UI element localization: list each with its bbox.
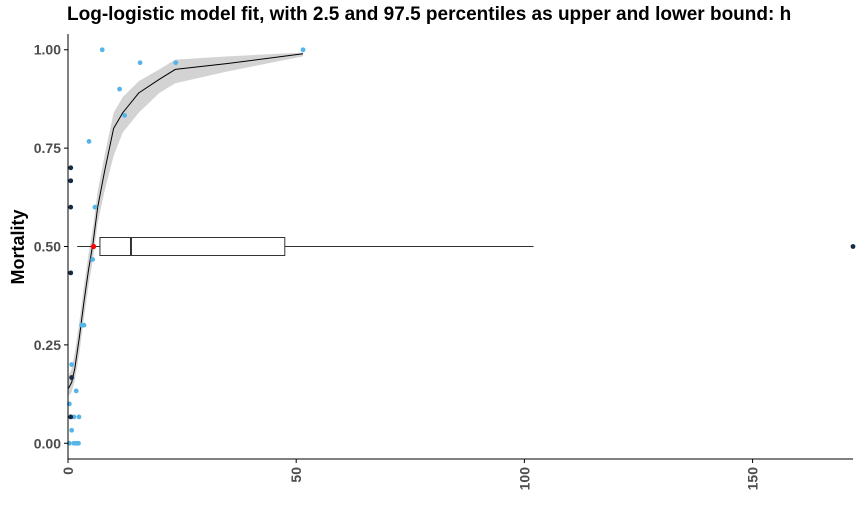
- boxplot-layer: [77, 237, 534, 256]
- data-point-dark: [68, 165, 74, 171]
- ribbon-layer: [68, 52, 303, 396]
- data-point-light: [76, 414, 82, 420]
- x-tick-label: 0: [60, 467, 76, 475]
- data-point-light: [173, 60, 179, 66]
- data-point-light: [69, 427, 75, 433]
- chart-title: Log-logistic model fit, with 2.5 and 97.…: [67, 4, 792, 25]
- data-point-light: [117, 86, 122, 92]
- data-point-light: [92, 204, 98, 210]
- confidence-ribbon: [68, 52, 303, 396]
- y-tick-label: 1.00: [34, 42, 61, 58]
- y-tick-label: 0.75: [34, 140, 61, 156]
- points-layer: [66, 47, 856, 446]
- x-tick-label: 50: [288, 467, 304, 483]
- data-point-light: [76, 440, 81, 446]
- data-point-dark: [68, 204, 74, 210]
- data-point-dark: [68, 270, 74, 276]
- ec50-point: [90, 243, 97, 250]
- data-point-light: [73, 388, 79, 394]
- fit-line-layer: [68, 53, 304, 389]
- y-axis-title: Mortality: [8, 209, 28, 284]
- data-point-light: [81, 322, 87, 328]
- data-point-light: [137, 60, 143, 66]
- data-point-dark: [850, 244, 856, 249]
- x-tick-label: 150: [745, 467, 761, 491]
- boxplot-box: [99, 237, 286, 256]
- y-tick-label: 0.00: [34, 435, 61, 451]
- data-point-light: [90, 257, 96, 262]
- data-point-dark: [68, 414, 74, 420]
- data-point-light: [86, 139, 92, 144]
- data-point-dark: [69, 375, 75, 380]
- axes-layer: 0.00 0.25 0.50 0.75 1.00 0 50 100 150: [34, 34, 853, 490]
- data-point-light: [99, 47, 105, 53]
- data-point-dark: [68, 178, 74, 184]
- y-tick-label: 0.25: [34, 337, 61, 353]
- data-point-light: [300, 47, 306, 53]
- x-tick-label: 100: [516, 467, 532, 491]
- y-tick-label: 0.50: [34, 239, 61, 255]
- data-point-light: [122, 113, 127, 118]
- fit-line: [68, 53, 304, 389]
- data-point-light: [69, 362, 75, 367]
